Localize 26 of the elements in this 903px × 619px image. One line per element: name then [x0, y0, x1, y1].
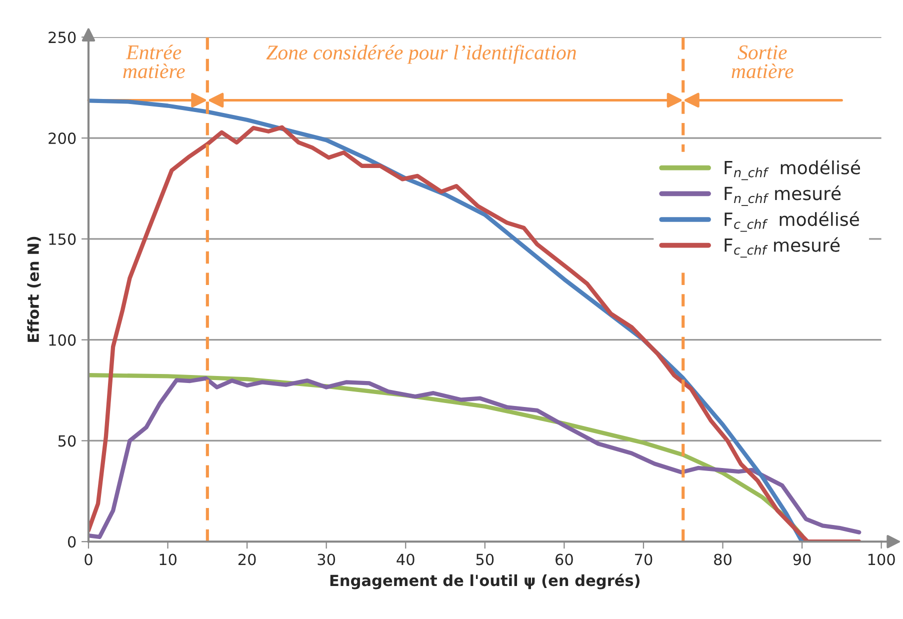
- x-tick-label: 70: [635, 554, 652, 566]
- x-tick-label: 90: [793, 554, 811, 566]
- y-tick-label: 50: [58, 435, 76, 447]
- y-axis-title: Effort (en N): [27, 236, 41, 342]
- legend-label: F$_{n_chf}$ mesuré: [724, 186, 841, 206]
- annotation: Sortie matière: [732, 45, 794, 78]
- y-tick-label: 250: [48, 32, 76, 44]
- annotation: Entrée matière: [123, 44, 185, 78]
- x-tick-label: 0: [84, 554, 92, 566]
- y-tick-label: 150: [49, 233, 76, 245]
- legend-label: F$_{n_chf}$ modélisé: [724, 160, 860, 180]
- x-tick-label: 20: [238, 554, 256, 566]
- x-tick-label: 50: [476, 554, 494, 566]
- y-tick-label: 200: [48, 132, 76, 144]
- x-tick-label: 30: [318, 554, 336, 566]
- y-tick-label: 100: [49, 334, 76, 346]
- x-tick-label: 60: [556, 554, 573, 566]
- x-tick-label: 40: [396, 554, 414, 566]
- x-tick-label: 100: [868, 554, 895, 566]
- legend-label: F$_{c_chf}$ modélisé: [724, 211, 859, 232]
- y-tick-label: 0: [68, 536, 76, 548]
- legend-label: F$_{c_chf}$ mesuré: [724, 237, 840, 258]
- x-tick-label: 10: [160, 554, 176, 566]
- x-tick-label: 80: [714, 554, 732, 566]
- annotation: Zone considérée pour l’identification: [266, 44, 576, 64]
- x-axis-title: Engagement de l'outil ψ (en degrés): [330, 574, 640, 590]
